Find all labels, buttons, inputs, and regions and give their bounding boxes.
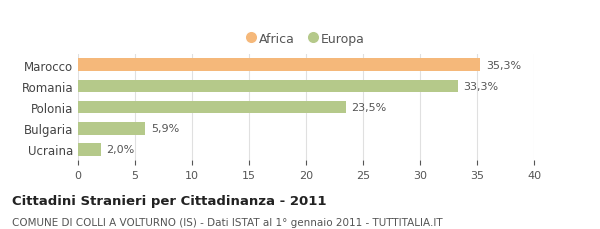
Text: 2,0%: 2,0% bbox=[107, 145, 135, 155]
Bar bbox=[78, 101, 346, 114]
Text: 23,5%: 23,5% bbox=[352, 103, 387, 113]
Bar bbox=[78, 80, 458, 93]
Bar bbox=[78, 122, 145, 135]
Text: Cittadini Stranieri per Cittadinanza - 2011: Cittadini Stranieri per Cittadinanza - 2… bbox=[12, 195, 326, 208]
Text: 33,3%: 33,3% bbox=[463, 82, 499, 92]
Bar bbox=[78, 59, 481, 72]
Legend: Africa, Europa: Africa, Europa bbox=[242, 27, 370, 50]
Text: 35,3%: 35,3% bbox=[486, 60, 521, 71]
Text: 5,9%: 5,9% bbox=[151, 124, 179, 134]
Text: COMUNE DI COLLI A VOLTURNO (IS) - Dati ISTAT al 1° gennaio 2011 - TUTTITALIA.IT: COMUNE DI COLLI A VOLTURNO (IS) - Dati I… bbox=[12, 218, 443, 227]
Bar bbox=[78, 143, 101, 156]
